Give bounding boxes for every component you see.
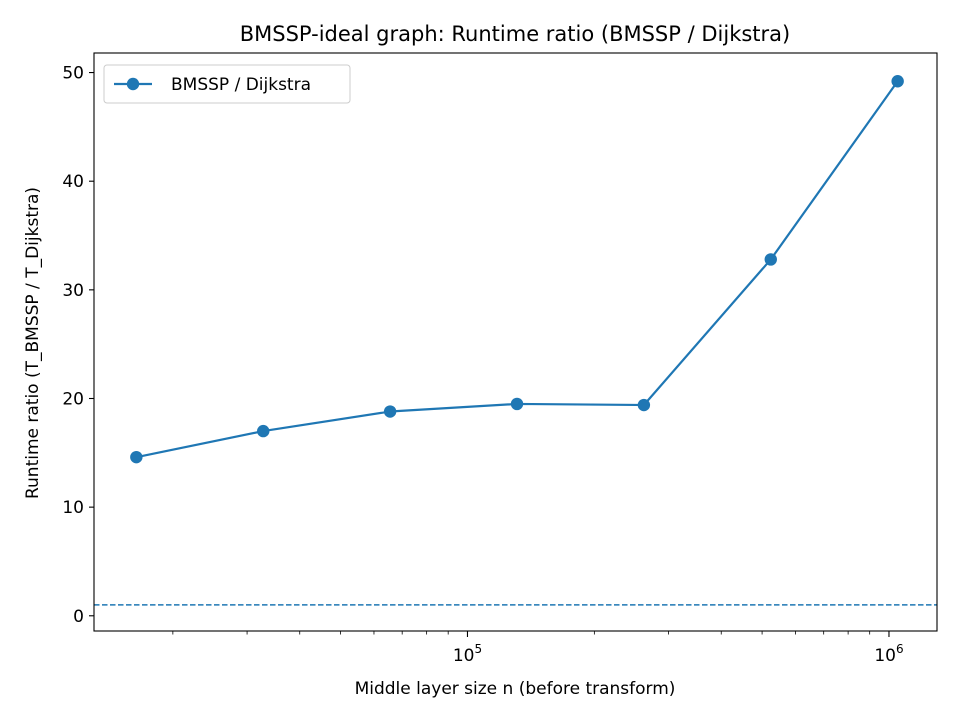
data-point — [637, 398, 651, 412]
x-tick-label: 105 — [453, 642, 482, 666]
plot-area: 0 10 20 30 40 50 105 106 — [62, 52, 938, 666]
data-point — [257, 424, 270, 438]
legend-label: BMSSP / Dijkstra — [171, 75, 311, 95]
legend-marker — [126, 77, 140, 91]
plot-frame — [93, 52, 938, 632]
legend-box — [103, 64, 351, 104]
data-point — [510, 397, 524, 411]
chart-title: BMSSP-ideal graph: Runtime ratio (BMSSP … — [240, 22, 790, 46]
y-tick-label: 0 — [73, 607, 84, 627]
legend: BMSSP / Dijkstra — [103, 64, 351, 104]
x-tick-label: 106 — [874, 642, 903, 666]
data-point — [764, 253, 777, 266]
y-tick-label: 50 — [62, 64, 84, 84]
y-tick-label: 10 — [62, 498, 84, 518]
y-tick-label: 20 — [62, 389, 84, 409]
y-tick-label: 40 — [62, 172, 84, 192]
data-point — [891, 75, 904, 88]
data-point — [383, 405, 397, 418]
x-axis-label: Middle layer size n (before transform) — [355, 679, 676, 699]
data-point — [130, 450, 143, 464]
y-tick-label: 30 — [62, 281, 84, 301]
y-axis-label: Runtime ratio (T_BMSSP / T_Dijkstra) — [23, 187, 43, 499]
